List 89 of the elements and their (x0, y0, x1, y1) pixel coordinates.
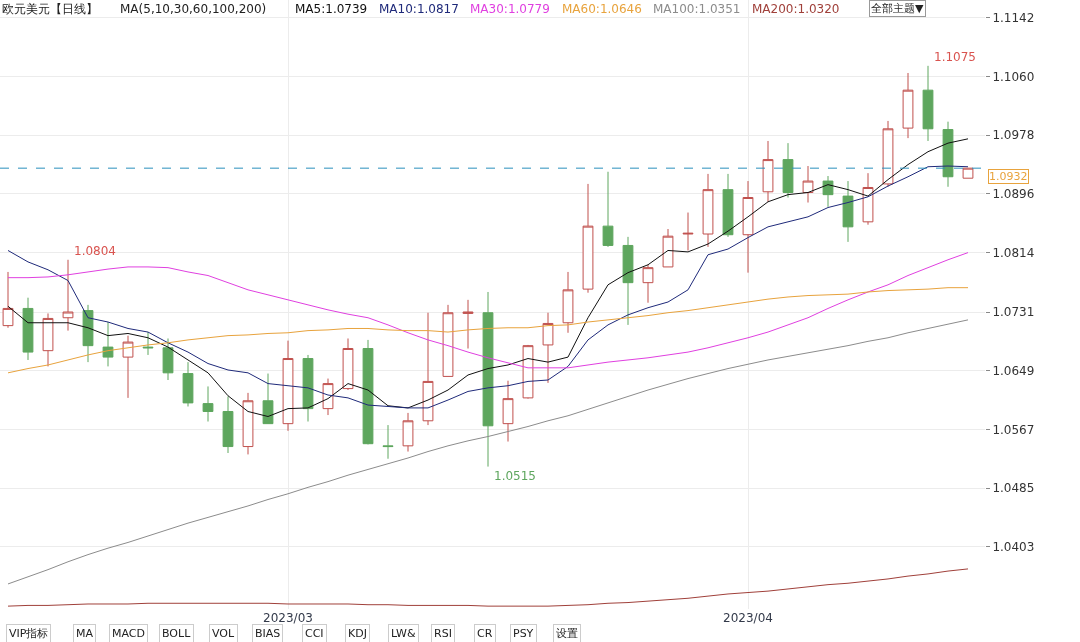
candlestick (42, 312, 54, 367)
candlestick (202, 385, 214, 423)
y-tick-label: 1.0567 (992, 422, 1035, 437)
candlestick (922, 65, 934, 142)
candlestick (802, 165, 814, 204)
text: CCI (305, 627, 324, 640)
candlestick (182, 361, 194, 407)
candlestick (482, 291, 494, 468)
x-tick-label: 2023/04 (723, 611, 773, 625)
candlestick (342, 337, 354, 391)
candlestick (562, 271, 574, 334)
chart-title: 欧元美元【日线】 (2, 2, 98, 16)
text: LW& (391, 627, 416, 640)
candlestick (282, 340, 294, 432)
annotation: 1.0515 (494, 469, 536, 483)
candlestick (442, 304, 454, 377)
candlestick (942, 121, 954, 188)
text: RSI (434, 627, 452, 640)
candlestick (882, 120, 894, 188)
text: VIP指标 (9, 627, 49, 640)
candlestick (902, 72, 914, 139)
text: CR (477, 627, 493, 640)
text: MA30:1.0779 (470, 2, 550, 16)
candlestick (242, 392, 254, 455)
candlestick (822, 175, 834, 208)
text: MA10:1.0817 (379, 2, 459, 16)
y-tick-label: 1.0814 (992, 245, 1035, 260)
annotation: 全部主题▼ (871, 2, 924, 15)
y-tick-label: 1.0978 (992, 128, 1035, 143)
candlestick (522, 344, 534, 400)
candlestick (622, 236, 634, 326)
candlestick (782, 142, 794, 199)
candlestick (862, 172, 874, 226)
candlestick (222, 395, 234, 454)
candlestick (22, 297, 34, 361)
candlestick (842, 180, 854, 243)
y-tick-label: 1.0731 (992, 305, 1035, 320)
candlestick (502, 380, 514, 443)
candlestick (322, 378, 334, 416)
y-tick-label: 1.0896 (992, 187, 1035, 202)
candlestick (602, 171, 614, 248)
candlestick (402, 412, 414, 453)
candlestick (662, 228, 674, 268)
text: BOLL (162, 627, 192, 640)
y-tick-label: 1.0403 (992, 539, 1035, 554)
text: MA (76, 627, 94, 640)
text: MA5:1.0739 (295, 2, 368, 16)
annotation: 1.1075 (934, 50, 976, 64)
candlestick (142, 331, 154, 356)
candlestick (262, 373, 274, 425)
y-tick-label: 1.1142 (992, 11, 1035, 26)
candlestick (542, 312, 554, 384)
candlestick (962, 167, 974, 179)
text: 设置 (556, 627, 578, 640)
candlestick (642, 264, 654, 304)
candlestick (62, 259, 74, 332)
candlestick (422, 312, 434, 426)
candlestick (682, 212, 694, 251)
candlestick (362, 339, 374, 445)
text: BIAS (255, 627, 281, 640)
candlestick (102, 321, 114, 367)
candlestick (722, 173, 734, 238)
line-series (7, 568, 969, 607)
text: MA60:1.0646 (562, 2, 642, 16)
candlestick (162, 337, 174, 381)
y-tick-label: 1.1060 (992, 69, 1035, 84)
annotation: 1.0804 (74, 244, 116, 258)
candlestick (302, 354, 314, 423)
text: KDJ (348, 627, 367, 640)
y-tick-label: 1.0485 (992, 481, 1035, 496)
candlestick (462, 299, 474, 350)
ref-line-label: 1.0932 (989, 170, 1028, 183)
text: MA200:1.0320 (752, 2, 840, 16)
candlestick (702, 173, 714, 248)
line-series (7, 319, 969, 585)
y-tick-label: 1.0649 (992, 363, 1035, 378)
text: PSY (513, 627, 534, 640)
text: MACD (112, 627, 145, 640)
candlestick (742, 180, 754, 274)
candlestick (122, 335, 134, 399)
annotation: MA(5,10,30,60,100,200) (120, 2, 267, 16)
line-series (7, 287, 969, 374)
text: MA100:1.0351 (653, 2, 741, 16)
candlestick (762, 140, 774, 203)
x-tick-label: 2023/03 (263, 611, 313, 625)
candlestick (382, 424, 394, 460)
candlestick (582, 183, 594, 294)
text: VOL (212, 627, 235, 640)
candlestick (82, 304, 94, 363)
